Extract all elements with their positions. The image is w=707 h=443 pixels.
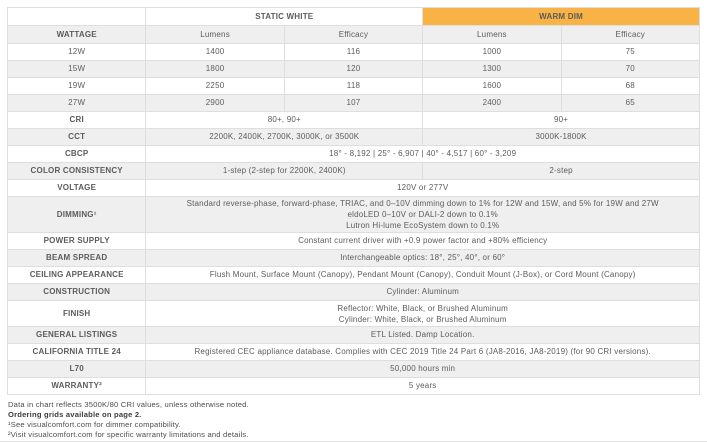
footnote-dimmer-compatibility: ¹See visualcomfort.com for dimmer compat… <box>8 420 181 429</box>
cell-sw-lumens: 1800 <box>145 60 285 78</box>
row-label-cct: CCT <box>6 128 147 146</box>
table-row-dimming: DIMMING¹ Standard reverse-phase, forward… <box>6 196 700 233</box>
cri-warm-dim: 90+ <box>422 111 700 129</box>
row-label-construction: CONSTRUCTION <box>6 283 147 301</box>
row-label-ceiling-appearance: CEILING APPEARANCE <box>6 266 147 284</box>
cell-wd-lumens: 1300 <box>422 60 562 78</box>
table-row-voltage: VOLTAGE 120V or 277V <box>6 179 700 197</box>
cell-sw-efficacy: 116 <box>283 43 424 61</box>
table-row-california-title-24: CALIFORNIA TITLE 24 Registered CEC appli… <box>6 343 700 361</box>
group-header-row: STATIC WHITE WARM DIM <box>6 7 700 26</box>
watt-label: 12W <box>6 43 147 61</box>
page-bottom-divider <box>0 441 707 442</box>
color-consistency-warm-dim: 2-step <box>422 162 700 180</box>
row-label-power-supply: POWER SUPPLY <box>6 232 147 250</box>
cell-wd-efficacy: 68 <box>560 77 701 95</box>
table-row-general-listings: GENERAL LISTINGS ETL Listed. Damp Locati… <box>6 326 700 344</box>
l70-value: 50,000 hours min <box>145 360 700 378</box>
table-row-beam-spread: BEAM SPREAD Interchangeable optics: 18°,… <box>6 249 700 267</box>
table-row-12w: 12W 1400 116 1000 75 <box>6 43 701 61</box>
cell-sw-lumens: 2900 <box>145 94 285 112</box>
cct-warm-dim: 3000K-1800K <box>422 128 700 146</box>
row-label-wattage: WATTAGE <box>6 25 147 44</box>
finish-value: Reflector: White, Black, or Brushed Alum… <box>145 300 700 327</box>
dimming-line-3: Lutron Hi-lume EcoSystem down to 0.1% <box>346 221 500 230</box>
row-label-cri: CRI <box>6 111 147 129</box>
dimming-value: Standard reverse-phase, forward-phase, T… <box>145 196 700 233</box>
table-row-cct: CCT 2200K, 2400K, 2700K, 3000K, or 3500K… <box>6 128 700 146</box>
table-row-l70: L70 50,000 hours min <box>6 360 700 378</box>
table-row-19w: 19W 2250 118 1600 68 <box>6 77 701 95</box>
table-row-construction: CONSTRUCTION Cylinder: Aluminum <box>6 283 700 301</box>
cell-wd-efficacy: 75 <box>560 43 701 61</box>
subheader-row: WATTAGE Lumens Efficacy Lumens Efficacy <box>6 25 701 44</box>
row-label-color-consistency: COLOR CONSISTENCY <box>6 162 147 180</box>
row-label-california-title-24: CALIFORNIA TITLE 24 <box>6 343 147 361</box>
table-row-power-supply: POWER SUPPLY Constant current driver wit… <box>6 232 700 250</box>
cct-static-white: 2200K, 2400K, 2700K, 3000K, or 3500K <box>145 128 424 146</box>
voltage-value: 120V or 277V <box>145 179 700 197</box>
color-consistency-static-white: 1-step (2-step for 2200K, 2400K) <box>145 162 424 180</box>
cell-sw-efficacy: 118 <box>283 77 424 95</box>
footnote-warranty-details: ²Visit visualcomfort.com for specific wa… <box>8 430 249 439</box>
table-row-ceiling-appearance: CEILING APPEARANCE Flush Mount, Surface … <box>6 266 700 284</box>
table-row-15w: 15W 1800 120 1300 70 <box>6 60 701 78</box>
warranty-value: 5 years <box>145 377 700 395</box>
row-label-dimming: DIMMING¹ <box>6 196 147 233</box>
warm-dim-header: WARM DIM <box>422 7 700 26</box>
table-row-warranty: WARRANTY² 5 years <box>6 377 700 395</box>
cell-sw-lumens: 1400 <box>145 43 285 61</box>
row-label-beam-spread: BEAM SPREAD <box>6 249 147 267</box>
table-row-27w: 27W 2900 107 2400 65 <box>6 94 701 112</box>
watt-label: 27W <box>6 94 147 112</box>
cell-sw-lumens: 2250 <box>145 77 285 95</box>
col-header-wd-lumens: Lumens <box>422 25 562 44</box>
footnotes: Data in chart reflects 3500K/80 CRI valu… <box>7 400 700 440</box>
general-listings-value: ETL Listed. Damp Location. <box>145 326 700 344</box>
corner-cell <box>6 7 147 26</box>
cell-wd-lumens: 1000 <box>422 43 562 61</box>
spec-table: STATIC WHITE WARM DIM WATTAGE Lumens Eff… <box>6 7 701 395</box>
table-row-cri: CRI 80+, 90+ 90+ <box>6 111 700 129</box>
cell-wd-lumens: 2400 <box>422 94 562 112</box>
cell-sw-efficacy: 107 <box>283 94 424 112</box>
col-header-wd-efficacy: Efficacy <box>560 25 701 44</box>
dimming-line-2: eldoLED 0–10V or DALI-2 down to 0.1% <box>347 210 498 219</box>
row-label-cbcp: CBCP <box>6 145 147 163</box>
construction-value: Cylinder: Aluminum <box>145 283 700 301</box>
cell-wd-efficacy: 65 <box>560 94 701 112</box>
cell-wd-lumens: 1600 <box>422 77 562 95</box>
dimming-line-1: Standard reverse-phase, forward-phase, T… <box>186 199 659 208</box>
footnote-ordering-grids: Ordering grids available on page 2. <box>8 410 142 419</box>
row-label-finish: FINISH <box>6 300 147 327</box>
cell-sw-efficacy: 120 <box>283 60 424 78</box>
table-row-cbcp: CBCP 18° - 8,192 | 25° - 6,907 | 40° - 4… <box>6 145 700 163</box>
watt-label: 19W <box>6 77 147 95</box>
table-row-finish: FINISH Reflector: White, Black, or Brush… <box>6 300 700 327</box>
row-label-general-listings: GENERAL LISTINGS <box>6 326 147 344</box>
col-header-sw-efficacy: Efficacy <box>283 25 424 44</box>
finish-line-2: Cylinder: White, Black, or Brushed Alumi… <box>338 314 507 324</box>
row-label-l70: L70 <box>6 360 147 378</box>
row-label-voltage: VOLTAGE <box>6 179 147 197</box>
cell-wd-efficacy: 70 <box>560 60 701 78</box>
california-title-24-value: Registered CEC appliance database. Compl… <box>145 343 700 361</box>
col-header-sw-lumens: Lumens <box>145 25 285 44</box>
table-row-color-consistency: COLOR CONSISTENCY 1-step (2-step for 220… <box>6 162 700 180</box>
footnote-data-basis: Data in chart reflects 3500K/80 CRI valu… <box>8 400 249 409</box>
static-white-header: STATIC WHITE <box>145 7 424 26</box>
ceiling-appearance-value: Flush Mount, Surface Mount (Canopy), Pen… <box>145 266 700 284</box>
beam-spread-value: Interchangeable optics: 18°, 25°, 40°, o… <box>145 249 700 267</box>
finish-line-1: Reflector: White, Black, or Brushed Alum… <box>337 303 509 313</box>
power-supply-value: Constant current driver with +0.9 power … <box>145 232 700 250</box>
cri-static-white: 80+, 90+ <box>145 111 424 129</box>
row-label-warranty: WARRANTY² <box>6 377 147 395</box>
watt-label: 15W <box>6 60 147 78</box>
cbcp-value: 18° - 8,192 | 25° - 6,907 | 40° - 4,517 … <box>145 145 700 163</box>
